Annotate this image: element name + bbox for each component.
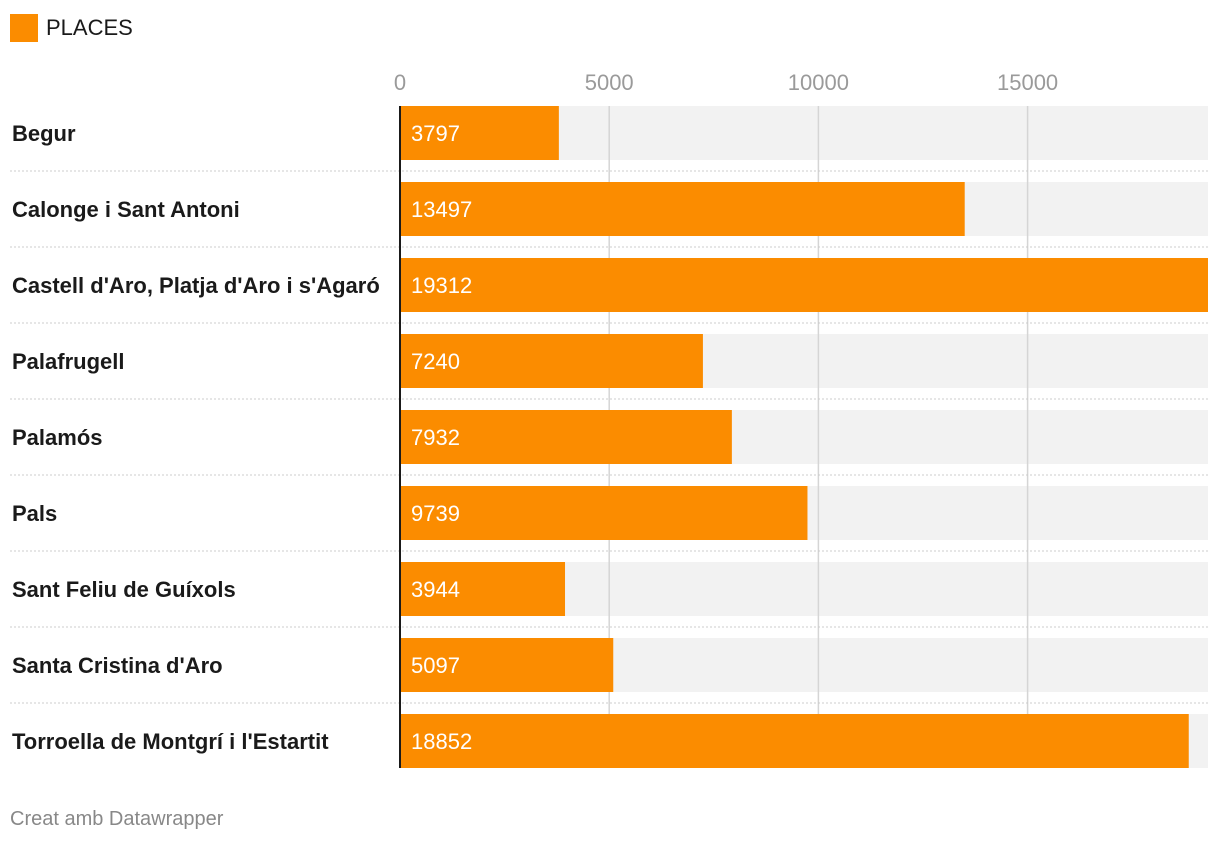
value-label: 19312 [411, 273, 472, 298]
bar [400, 714, 1189, 768]
x-tick-label: 0 [394, 70, 406, 95]
value-label: 7932 [411, 425, 460, 450]
bar [400, 638, 614, 692]
value-label: 18852 [411, 729, 472, 754]
legend-label: PLACES [46, 15, 133, 40]
bar [400, 334, 703, 388]
bar [400, 410, 732, 464]
category-label: Begur [12, 121, 76, 146]
footer-credit: Creat amb Datawrapper [10, 808, 224, 830]
category-label: Pals [12, 501, 57, 526]
x-tick-label: 5000 [585, 70, 634, 95]
legend: PLACES [10, 14, 133, 42]
category-label: Calonge i Sant Antoni [12, 197, 240, 222]
bar [400, 486, 808, 540]
bar [400, 562, 566, 616]
value-label: 7240 [411, 349, 460, 374]
x-tick-label: 10000 [788, 70, 849, 95]
category-label: Santa Cristina d'Aro [12, 653, 223, 678]
value-label: 3944 [411, 577, 460, 602]
bar [400, 106, 559, 160]
category-label: Castell d'Aro, Platja d'Aro i s'Agaró [12, 273, 380, 298]
bar [400, 182, 965, 236]
category-label: Torroella de Montgrí i l'Estartit [12, 729, 329, 754]
bar [400, 258, 1208, 312]
value-label: 3797 [411, 121, 460, 146]
category-label: Palamós [12, 425, 103, 450]
x-tick-label: 15000 [997, 70, 1058, 95]
legend-swatch [10, 14, 38, 42]
value-label: 5097 [411, 653, 460, 678]
category-label: Palafrugell [12, 349, 124, 374]
value-label: 9739 [411, 501, 460, 526]
category-label: Sant Feliu de Guíxols [12, 577, 236, 602]
value-label: 13497 [411, 197, 472, 222]
